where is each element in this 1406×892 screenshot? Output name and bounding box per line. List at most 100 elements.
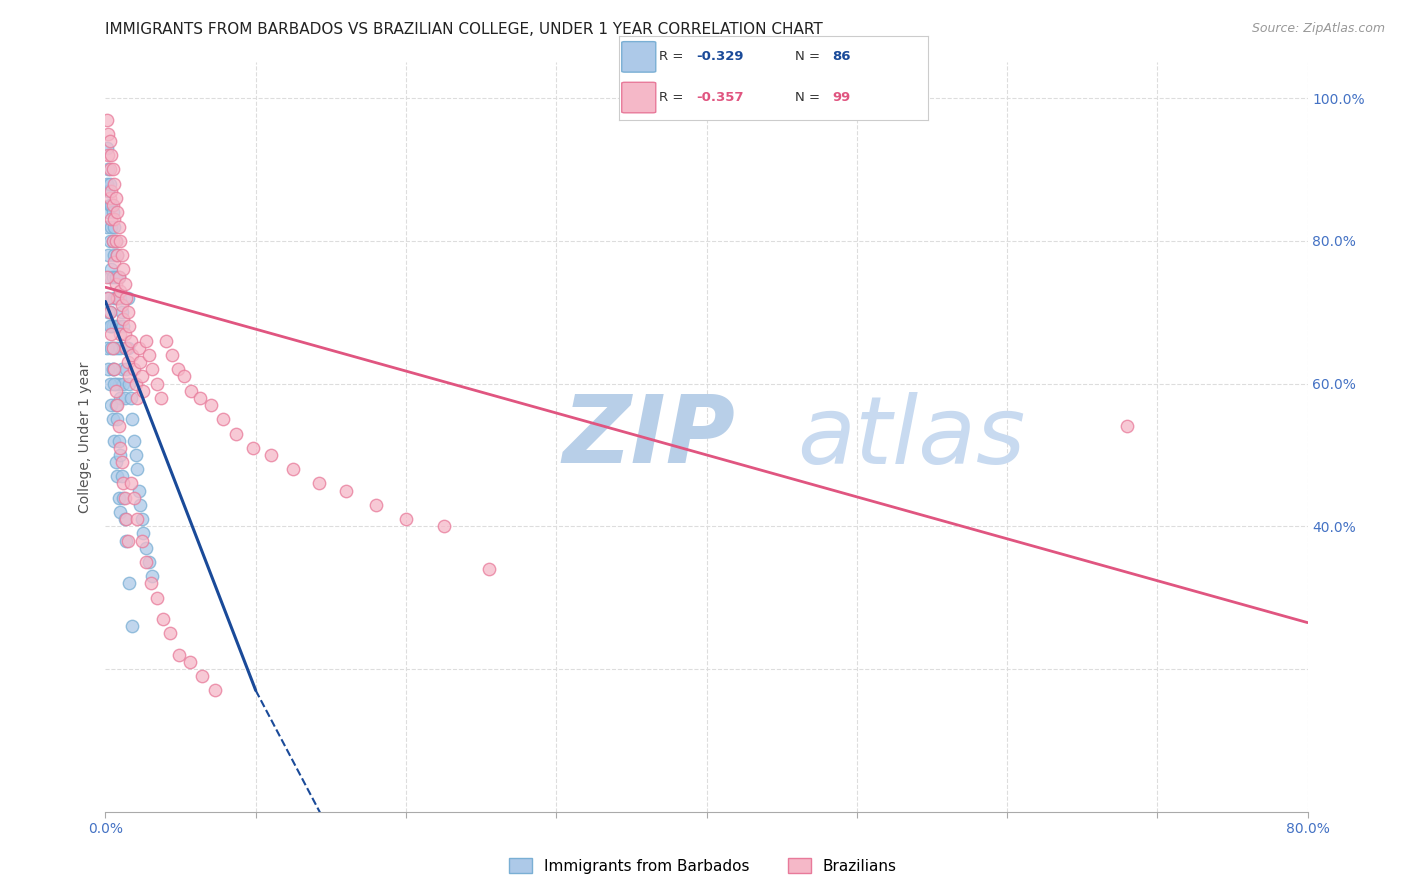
Point [110,448,132,462]
Point [110,505,132,519]
Point [204,683,226,698]
Point [131,369,153,384]
Point [101,362,124,376]
Point [139,576,162,591]
Text: ZIP: ZIP [562,391,735,483]
Point [129,355,152,369]
Point [97,184,120,198]
FancyBboxPatch shape [621,42,655,72]
Point [432,519,454,533]
Point [98,234,121,248]
Point [101,412,124,426]
Point [180,384,202,398]
Point [107,248,129,262]
Point [141,569,163,583]
Point [117,305,139,319]
Point [117,341,139,355]
Point [104,191,127,205]
Point [96,177,118,191]
Point [103,212,125,227]
Point [101,205,124,219]
Point [120,391,142,405]
Point [103,291,125,305]
Point [114,491,136,505]
Point [104,455,127,469]
Point [118,319,141,334]
Y-axis label: College, Under 1 year: College, Under 1 year [77,361,91,513]
Point [190,669,212,683]
Point [131,512,153,526]
Point [98,305,121,319]
Point [103,255,125,269]
Point [125,391,148,405]
Point [98,198,121,212]
Point [100,398,122,412]
Point [1116,419,1139,434]
Point [138,555,160,569]
Point [110,234,132,248]
Point [110,391,132,405]
Point [115,512,138,526]
Point [160,348,183,362]
Point [112,319,135,334]
Point [112,312,135,326]
Point [118,376,141,391]
Text: R =: R = [659,91,688,104]
Point [308,476,330,491]
Point [110,441,132,455]
Point [112,262,135,277]
Point [103,341,125,355]
Point [115,291,138,305]
Point [478,562,501,576]
Point [108,269,131,284]
Point [122,434,145,448]
Point [145,591,167,605]
Point [107,248,129,262]
Point [131,533,153,548]
Point [101,234,124,248]
Point [101,162,124,177]
Point [103,219,125,234]
Point [114,391,136,405]
Point [118,369,141,384]
Point [100,319,122,334]
Point [100,148,122,162]
Point [121,619,143,633]
Point [211,412,233,426]
Point [114,326,136,341]
Point [97,148,120,162]
Point [104,384,127,398]
Point [135,334,157,348]
Point [283,462,305,476]
Point [98,134,121,148]
Point [179,655,201,669]
Point [120,476,142,491]
Point [97,248,120,262]
Point [395,512,418,526]
Point [107,398,129,412]
Point [108,419,131,434]
Point [100,262,122,277]
Point [100,219,122,234]
Point [104,234,127,248]
Text: atlas: atlas [797,392,1025,483]
Point [166,362,188,376]
Point [103,376,125,391]
Point [103,434,125,448]
Point [107,291,129,305]
Point [110,291,132,305]
Point [115,341,138,355]
Point [96,112,118,127]
Point [132,384,155,398]
Point [104,277,127,291]
Point [108,219,131,234]
Text: 99: 99 [832,91,851,104]
Point [104,376,127,391]
Point [107,291,129,305]
Point [135,555,157,569]
Point [97,205,120,219]
Point [98,162,121,177]
Point [103,177,125,191]
Point [200,398,222,412]
Point [225,426,247,441]
